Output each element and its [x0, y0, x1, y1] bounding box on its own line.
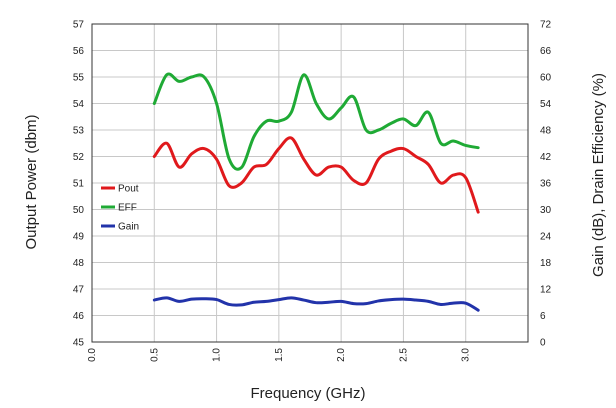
y-left-tick-label: 51 [73, 179, 85, 190]
legend-label-eff: EFF [118, 203, 137, 214]
y-left-tick-label: 49 [73, 232, 85, 243]
y-left-tick-label: 45 [73, 338, 85, 349]
y-right-tick-label: 72 [540, 20, 552, 31]
y-right-tick-label: 66 [540, 46, 552, 57]
x-tick-label: 0.0 [87, 348, 98, 362]
y-right-tick-label: 48 [540, 126, 552, 137]
y-left-tick-label: 46 [73, 311, 85, 322]
y-right-tick-label: 30 [540, 205, 552, 216]
plot-frame [91, 23, 529, 343]
y-left-tick-label: 57 [73, 20, 85, 31]
legend: Pout EFF Gain [101, 184, 139, 233]
y-right-tick-label: 60 [540, 73, 552, 84]
series-line-gain [152, 296, 480, 312]
y-left-tick-label: 53 [73, 126, 85, 137]
x-tick-label: 2.5 [398, 348, 409, 362]
series-line-eff [152, 72, 480, 171]
x-axis-title: Frequency (GHz) [250, 385, 365, 402]
x-tick-label: 0.5 [149, 348, 160, 362]
y-right-tick-label: 24 [540, 232, 552, 243]
y-left-tick-label: 54 [73, 99, 85, 110]
y-left-tick-label: 48 [73, 258, 85, 269]
series-lines [152, 72, 480, 312]
y-axis-left-title: Output Power (dbm) [23, 114, 40, 249]
x-tick-label: 1.5 [274, 348, 285, 362]
series-line-pout [152, 136, 480, 214]
y-right-tick-label: 54 [540, 99, 552, 110]
x-tick-label: 3.0 [461, 348, 472, 362]
y-left-tick-label: 47 [73, 285, 85, 296]
y-right-tick-label: 0 [540, 338, 546, 349]
legend-label-gain: Gain [118, 222, 139, 233]
y-right-tick-label: 42 [540, 152, 552, 163]
x-tick-label: 1.0 [212, 348, 223, 362]
y-left-tick-label: 55 [73, 73, 85, 84]
y-right-tick-label: 6 [540, 311, 546, 322]
y-right-tick-label: 12 [540, 285, 552, 296]
y-right-tick-label: 18 [540, 258, 552, 269]
y-right-tick-label: 36 [540, 179, 552, 190]
x-tick-label: 2.0 [336, 348, 347, 362]
y-axis-right-title: Gain (dB), Drain Efficiency (%) [590, 73, 607, 277]
y-left-tick-label: 56 [73, 46, 85, 57]
x-axis-ticks: 0.0 0.5 1.0 1.5 2.0 2.5 3.0 [87, 348, 472, 362]
grid [91, 23, 528, 343]
y-left-tick-label: 50 [73, 205, 85, 216]
legend-label-pout: Pout [118, 184, 139, 195]
y-axis-left-ticks: 45 46 47 48 49 50 51 52 53 54 55 56 57 [73, 20, 85, 349]
y-left-tick-label: 52 [73, 152, 85, 163]
y-axis-right-ticks: 0 6 12 18 24 30 36 42 48 54 60 66 72 [540, 20, 552, 349]
